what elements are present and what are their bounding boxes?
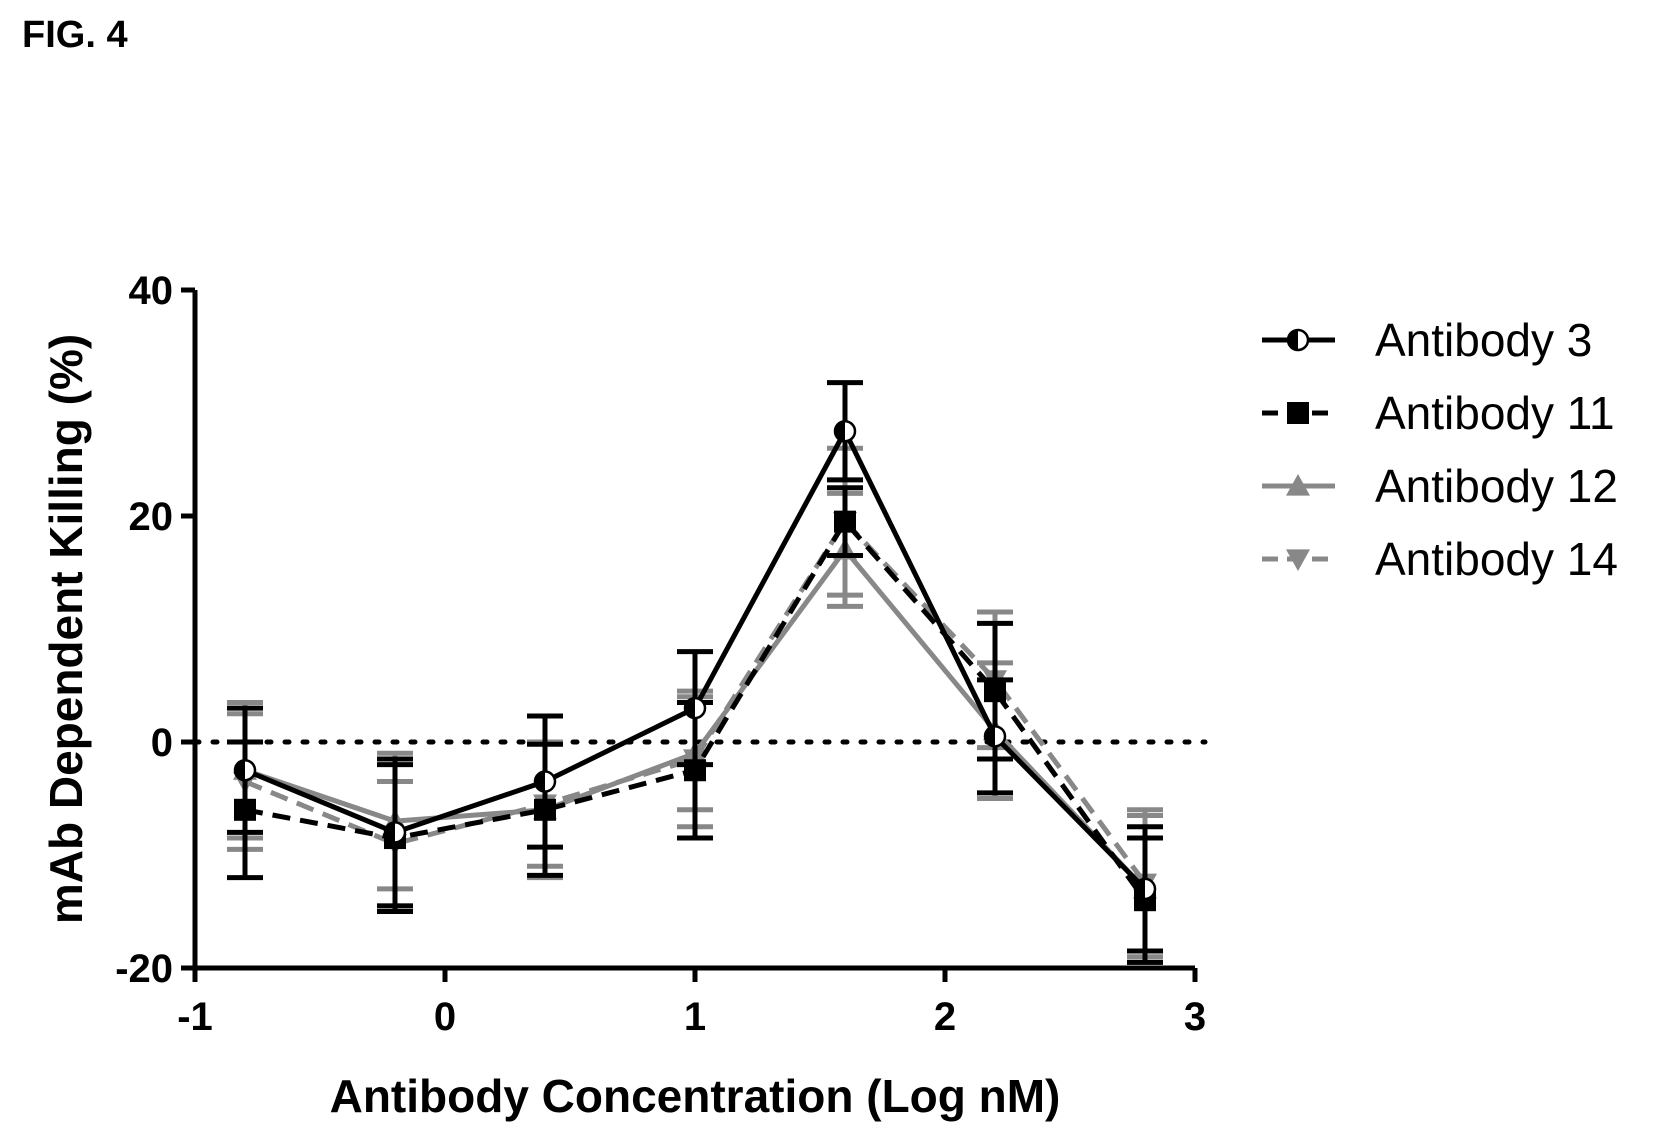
data-point-marker [834,510,856,533]
legend-label: Antibody 11 [1375,387,1615,439]
data-point-marker-fill [1288,330,1298,350]
x-tick-label: -1 [177,995,213,1039]
legend-item: Antibody 14 [1262,533,1618,585]
data-point-marker-fill [535,771,545,792]
data-point-marker [1286,474,1310,496]
legend-label: Antibody 3 [1375,314,1592,366]
data-point-marker-fill [1135,878,1145,899]
x-tick-label: 3 [1184,995,1206,1039]
series-layer [227,380,1163,965]
x-tick-label: 1 [684,995,706,1039]
data-point-marker-fill [835,421,845,442]
axis-ticks: -1 0 1 2 3 -20 0 20 40 [115,269,1206,1039]
legend-label: Antibody 14 [1375,533,1618,585]
legend-item: Antibody 12 [1262,460,1618,512]
legend: Antibody 3 Antibody 11 Antibody 12 Antibody… [1262,314,1618,585]
data-point-marker-fill [235,760,245,781]
x-tick-label: 2 [934,995,956,1039]
y-tick-label: 0 [151,721,173,765]
data-point-marker-fill [685,698,695,719]
data-point-marker [1286,549,1310,571]
data-point-marker-fill [985,726,995,747]
y-tick-label: 20 [129,495,174,539]
x-tick-label: 0 [434,995,456,1039]
y-tick-label: 40 [129,269,174,313]
x-axis-title: Antibody Concentration (Log nM) [330,1070,1061,1122]
legend-item: Antibody 11 [1262,387,1615,439]
legend-item: Antibody 3 [1262,314,1592,366]
axes [192,290,1195,971]
y-tick-label: -20 [115,947,173,991]
y-axis-title: mAb Dependent Killing (%) [40,334,92,924]
figure-label: FIG. 4 [22,14,128,56]
series-antibody-3 [227,380,1163,954]
data-point-marker-fill [385,822,395,843]
data-point-marker [1287,402,1309,424]
legend-label: Antibody 12 [1375,460,1618,512]
